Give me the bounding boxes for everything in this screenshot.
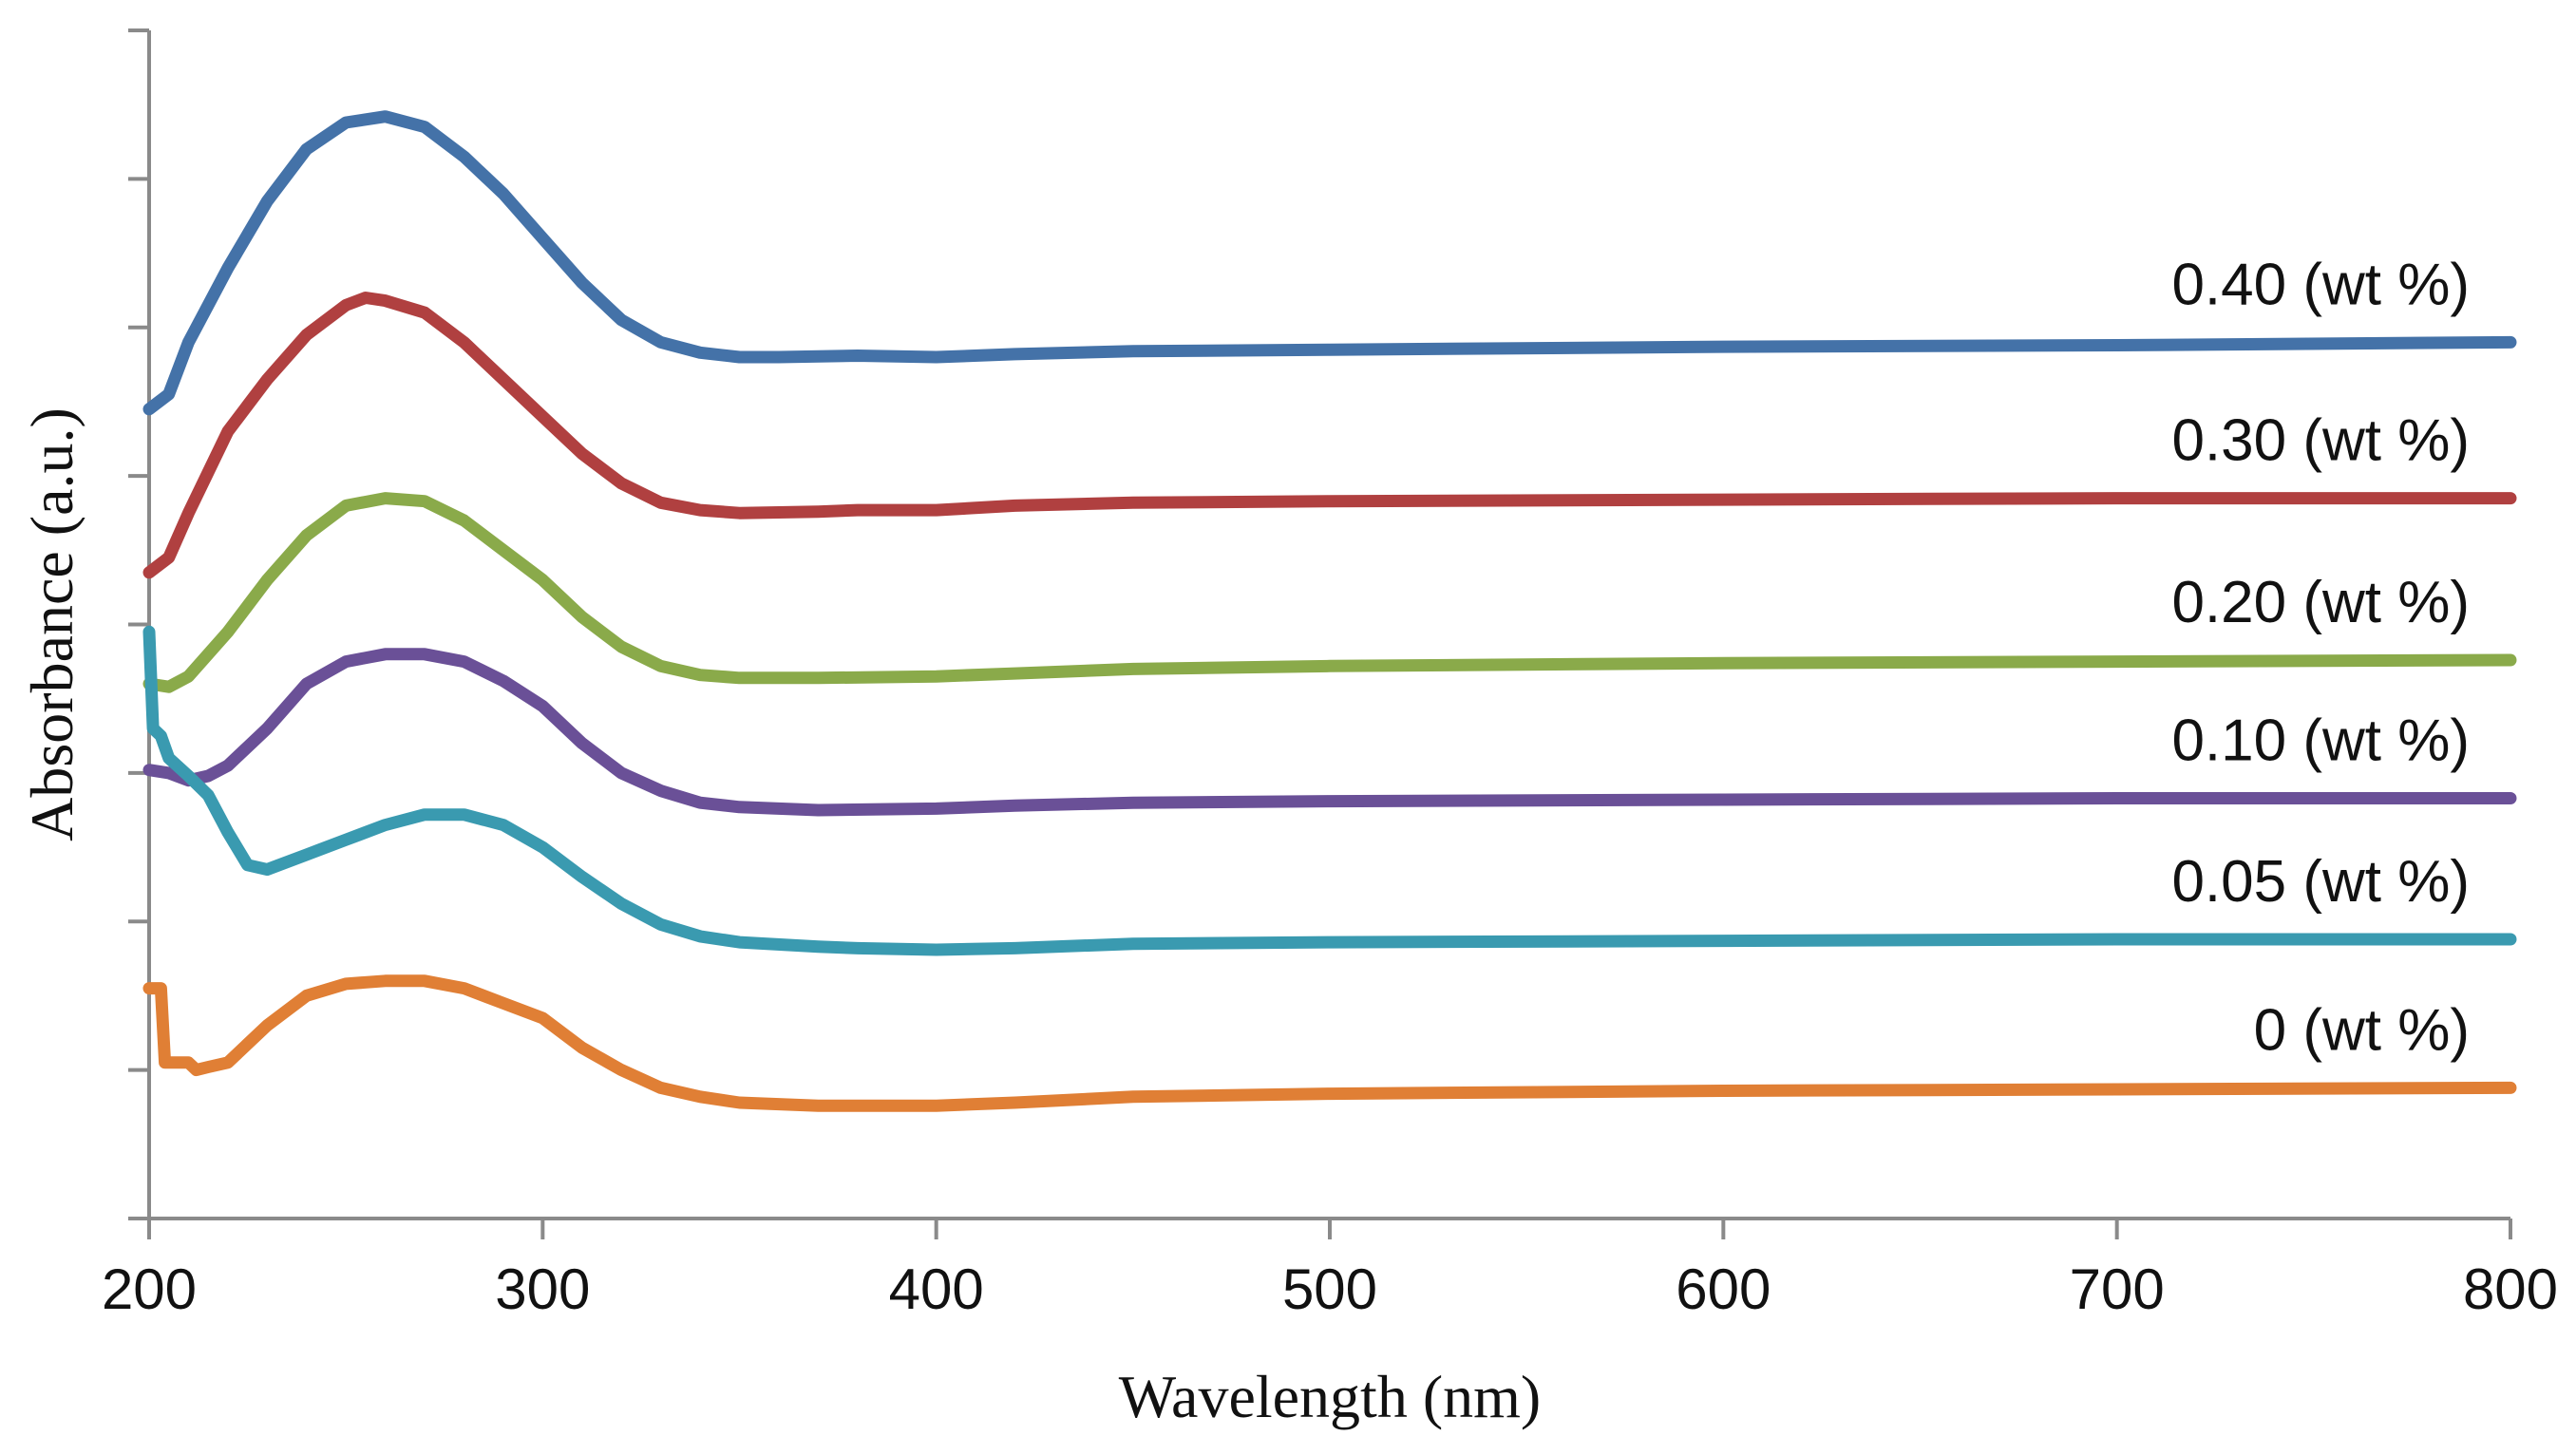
series-lines	[142, 110, 2517, 1112]
y-ticks	[128, 28, 149, 1220]
series-label-1: 0.30 (wt %)	[2171, 408, 2470, 474]
series-label-5: 0 (wt %)	[2254, 997, 2470, 1063]
x-tick-label: 600	[1676, 1257, 1771, 1321]
series-label-4: 0.05 (wt %)	[2171, 849, 2470, 915]
series-line-5	[142, 974, 2517, 1112]
series-label-3: 0.10 (wt %)	[2171, 708, 2470, 773]
series-line-0	[142, 110, 2517, 416]
series-label-0: 0.40 (wt %)	[2171, 252, 2470, 317]
x-tick-label: 700	[2070, 1257, 2165, 1321]
x-tick-labels: 200 300 400 500 600 700 800	[102, 1257, 2558, 1321]
axes	[147, 30, 2510, 1220]
x-ticks	[147, 1219, 2512, 1239]
x-tick-label: 400	[889, 1257, 984, 1321]
series-labels: 0.40 (wt %) 0.30 (wt %) 0.20 (wt %) 0.10 (w…	[2171, 252, 2470, 1063]
y-axis-title: Absorbance (a.u.)	[18, 407, 85, 841]
series-label-2: 0.20 (wt %)	[2171, 570, 2470, 635]
x-tick-label: 200	[102, 1257, 197, 1321]
x-axis-title: Wavelength (nm)	[1119, 1363, 1541, 1430]
series-line-4	[142, 625, 2517, 956]
x-tick-label: 300	[495, 1257, 590, 1321]
series-line-1	[142, 292, 2517, 579]
series-line-3	[142, 648, 2517, 817]
x-tick-label: 500	[1282, 1257, 1377, 1321]
x-tick-label: 800	[2463, 1257, 2558, 1321]
series-line-2	[142, 492, 2517, 693]
